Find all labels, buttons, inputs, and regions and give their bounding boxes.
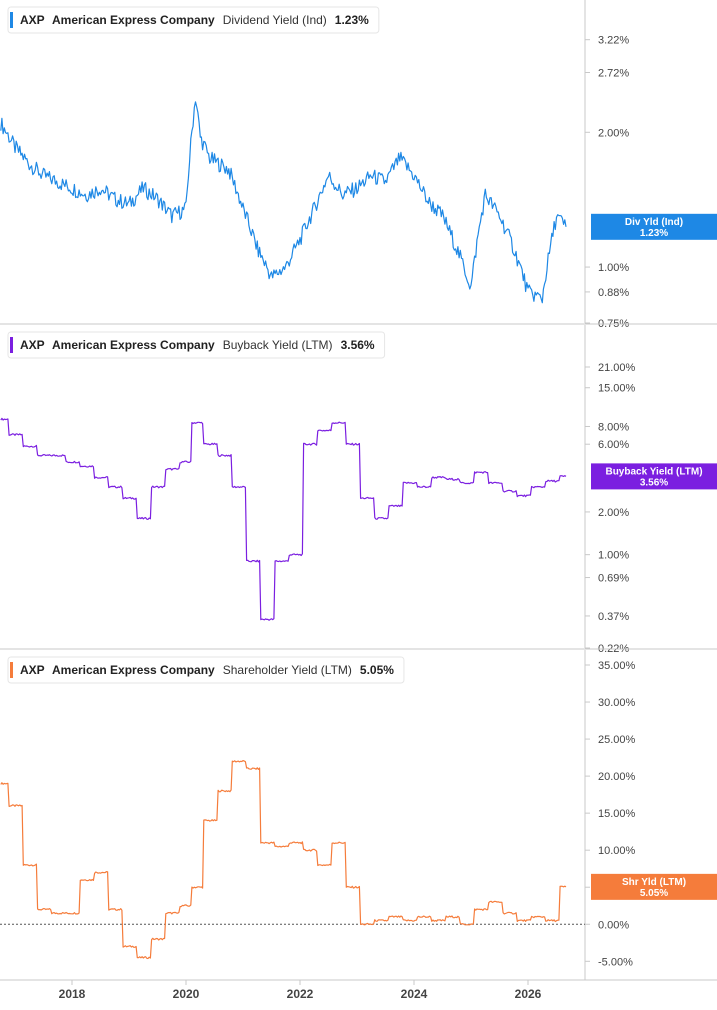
series-line-buyback [0, 417, 567, 621]
x-tick-label: 2018 [59, 987, 86, 1001]
y-tick-label: 6.00% [598, 439, 629, 451]
y-tick-label: 1.00% [598, 262, 629, 274]
series-color-marker [10, 662, 13, 678]
x-tick-label: 2026 [515, 987, 542, 1001]
y-tick-label: 2.72% [598, 68, 629, 80]
series-ticker: AXP [20, 663, 45, 677]
y-tick-label: -5.00% [598, 956, 633, 968]
series-metric: Dividend Yield (Ind) [223, 13, 327, 27]
series-header-box [7, 656, 405, 684]
series-company: American Express Company [52, 338, 215, 352]
y-tick-label: 0.00% [598, 919, 629, 931]
y-tick-label: 15.00% [598, 383, 636, 395]
series-line-shareholder [0, 760, 567, 960]
badge-label: Div Yld (Ind) [625, 217, 683, 228]
y-tick-label: 1.00% [598, 550, 629, 562]
series-company: American Express Company [52, 663, 215, 677]
badge-label: Shr Yld (LTM) [622, 877, 686, 888]
y-tick-label: 10.00% [598, 845, 636, 857]
y-tick-label: 35.00% [598, 660, 636, 672]
y-tick-label: 8.00% [598, 421, 629, 433]
badge-value: 5.05% [640, 888, 668, 899]
series-current-value: 5.05% [360, 663, 394, 677]
series-ticker: AXP [20, 13, 45, 27]
series-ticker: AXP [20, 338, 45, 352]
badge-value: 3.56% [640, 477, 668, 488]
y-tick-label: 3.22% [598, 35, 629, 47]
series-metric: Shareholder Yield (LTM) [223, 663, 352, 677]
series-header-box [7, 331, 386, 359]
x-tick-label: 2020 [173, 987, 200, 1001]
current-value-badge [591, 873, 717, 900]
x-tick-label: 2022 [287, 987, 314, 1001]
x-tick-label: 2024 [401, 987, 428, 1001]
series-metric: Buyback Yield (LTM) [223, 338, 333, 352]
series-header-box [7, 6, 380, 34]
y-tick-label: 25.00% [598, 734, 636, 746]
y-tick-label: 0.88% [598, 287, 629, 299]
series-current-value: 1.23% [335, 13, 369, 27]
series-line-dividend [0, 101, 567, 304]
series-company: American Express Company [52, 13, 215, 27]
series-color-marker [10, 12, 13, 28]
series-color-marker [10, 337, 13, 353]
y-tick-label: 0.37% [598, 611, 629, 623]
y-tick-label: 0.69% [598, 573, 629, 585]
current-value-badge [591, 463, 717, 490]
y-tick-label: 30.00% [598, 697, 636, 709]
y-tick-label: 20.00% [598, 771, 636, 783]
badge-value: 1.23% [640, 228, 668, 239]
y-tick-label: 21.00% [598, 362, 636, 374]
badge-label: Buyback Yield (LTM) [605, 466, 702, 477]
y-tick-label: 15.00% [598, 808, 636, 820]
y-tick-label: 2.00% [598, 127, 629, 139]
series-current-value: 3.56% [341, 338, 375, 352]
y-tick-label: 2.00% [598, 507, 629, 519]
current-value-badge [591, 213, 717, 240]
